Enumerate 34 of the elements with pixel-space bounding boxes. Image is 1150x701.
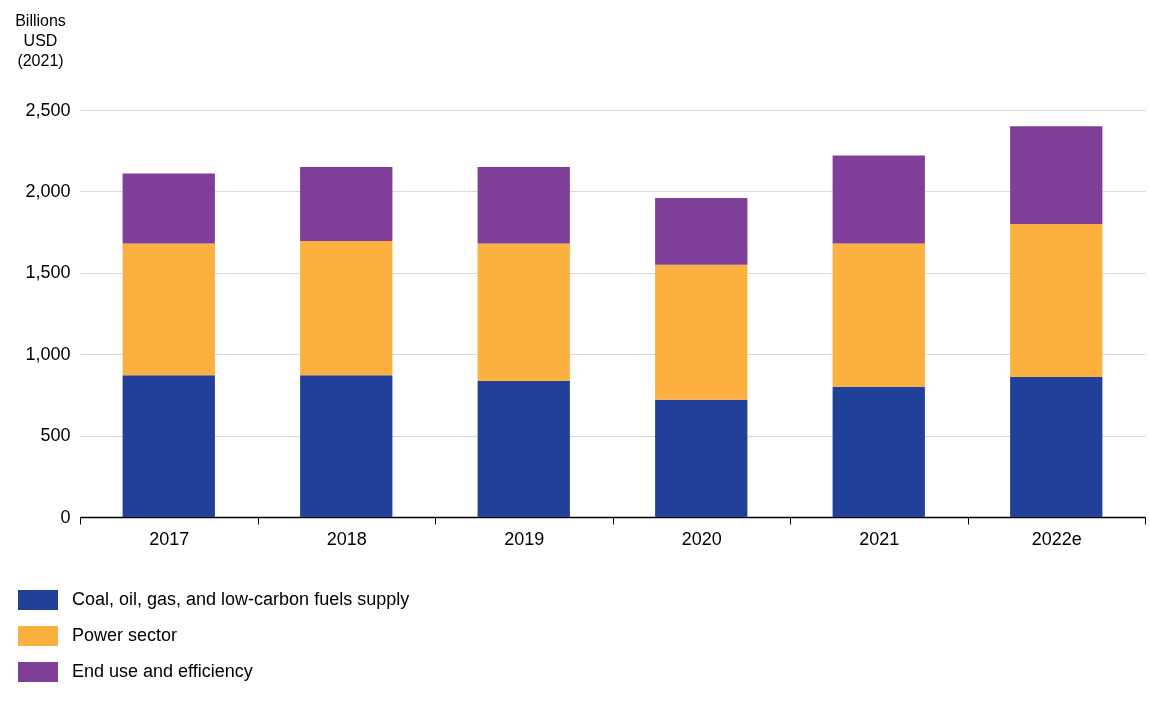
bar — [477, 166, 570, 244]
y-tick-label: 500 — [40, 425, 71, 446]
y-axis-title: Billions USD (2021) — [15, 11, 66, 69]
x-tick-label: 2017 — [149, 528, 190, 549]
bar — [655, 399, 748, 517]
y-tick-label: 1,500 — [25, 262, 71, 283]
legend-label: Coal, oil, gas, and low-carbon fuels supply — [72, 589, 410, 609]
bar — [655, 264, 748, 400]
bar — [832, 243, 925, 387]
y-tick-label: 0 — [60, 506, 71, 527]
x-tick-label: 2018 — [326, 528, 367, 549]
bar — [300, 166, 393, 242]
bar — [477, 243, 570, 382]
y-tick-label: 2,500 — [25, 99, 71, 120]
x-tick-label: 2022e — [1031, 528, 1082, 549]
x-tick-label: 2021 — [859, 528, 900, 549]
bar — [832, 155, 925, 244]
x-tick-label: 2019 — [504, 528, 545, 549]
bar — [1010, 376, 1103, 517]
bar — [122, 375, 215, 517]
bar — [477, 381, 570, 517]
y-tick-label: 2,000 — [25, 180, 71, 201]
bar — [655, 197, 748, 265]
legend-label: End use and efficiency — [72, 661, 253, 681]
legend-label: Power sector — [72, 625, 178, 645]
bar — [1010, 126, 1103, 224]
bar — [300, 375, 393, 517]
bar — [1010, 223, 1103, 377]
x-tick-label: 2020 — [681, 528, 722, 549]
bar — [300, 241, 393, 376]
bar — [122, 173, 215, 244]
y-tick-label: 1,000 — [25, 343, 71, 364]
bar — [122, 243, 215, 376]
bar — [832, 386, 925, 517]
